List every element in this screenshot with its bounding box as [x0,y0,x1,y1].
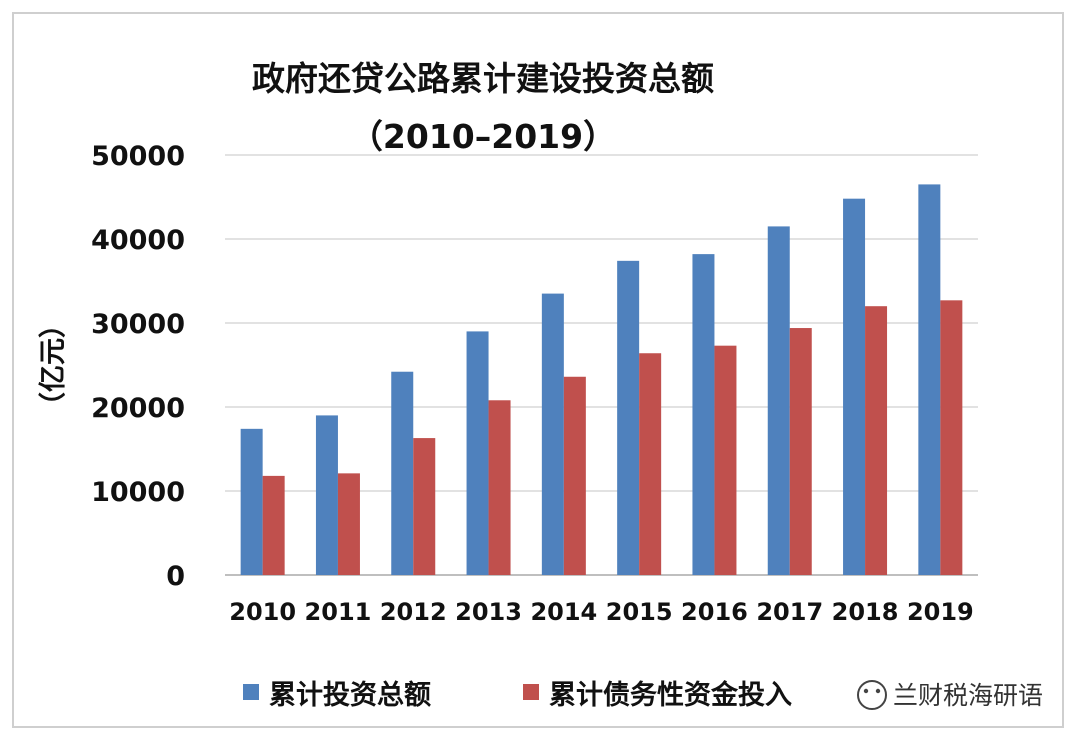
bar-total-investment-2019 [918,184,941,575]
chart-subtitle: （2010–2019） [350,117,616,156]
bar-debt-funding-2010 [262,475,285,575]
bar-debt-funding-2014 [563,376,586,575]
legend-swatch-0 [243,684,259,700]
bar-total-investment-2014 [541,293,564,575]
bars [240,184,963,575]
bar-debt-funding-2016 [714,345,737,575]
bar-total-investment-2018 [843,198,866,575]
y-tick-label: 40000 [91,225,185,256]
y-tick-label: 10000 [91,477,185,508]
x-tick-label: 2019 [907,598,974,626]
x-tick-label: 2018 [832,598,899,626]
x-tick-label: 2012 [380,598,447,626]
chart-frame [12,12,1064,728]
wechat-icon-eye-right [875,688,881,694]
legend: 累计投资总额 累计债务性资金投入 [243,679,792,711]
x-tick-label: 2016 [681,598,748,626]
legend-label-0: 累计投资总额 [269,680,431,711]
y-axis-ticks: 0 10000 20000 30000 40000 50000 [91,141,185,592]
bar-total-investment-2012 [391,371,414,575]
x-tick-label: 2017 [756,598,823,626]
bar-total-investment-2011 [315,415,338,575]
legend-label-1: 累计债务性资金投入 [549,679,792,711]
bar-debt-funding-2018 [865,306,888,575]
x-axis-ticks: 2010 2011 2012 2013 2014 2015 2016 2017 2018 2019 [229,598,973,626]
x-tick-label: 2010 [229,598,296,626]
watermark-text: 兰财税海研语 [893,681,1043,710]
bar-debt-funding-2017 [789,328,812,575]
y-axis-label: （亿元） [38,311,69,419]
y-tick-label: 0 [166,561,185,592]
bar-debt-funding-2019 [940,300,963,575]
bar-total-investment-2017 [767,226,790,575]
x-tick-label: 2013 [455,598,522,626]
x-tick-label: 2015 [606,598,673,626]
wechat-icon [857,680,887,710]
bar-total-investment-2013 [466,331,489,575]
bar-debt-funding-2015 [639,353,662,575]
legend-swatch-1 [523,684,539,700]
bar-debt-funding-2013 [488,400,511,575]
wechat-icon-eye-left [863,688,869,694]
y-tick-label: 20000 [91,393,185,424]
x-tick-label: 2011 [305,598,372,626]
bar-debt-funding-2011 [337,473,360,575]
chart-title: 政府还贷公路累计建设投资总额 [252,59,714,98]
bar-total-investment-2016 [692,254,715,575]
watermark: 兰财税海研语 [857,680,1043,710]
bar-total-investment-2015 [617,260,640,575]
bar-total-investment-2010 [240,428,263,575]
bar-debt-funding-2012 [413,438,436,575]
x-tick-label: 2014 [530,598,597,626]
y-tick-label: 30000 [91,309,185,340]
y-tick-label: 50000 [91,141,185,172]
